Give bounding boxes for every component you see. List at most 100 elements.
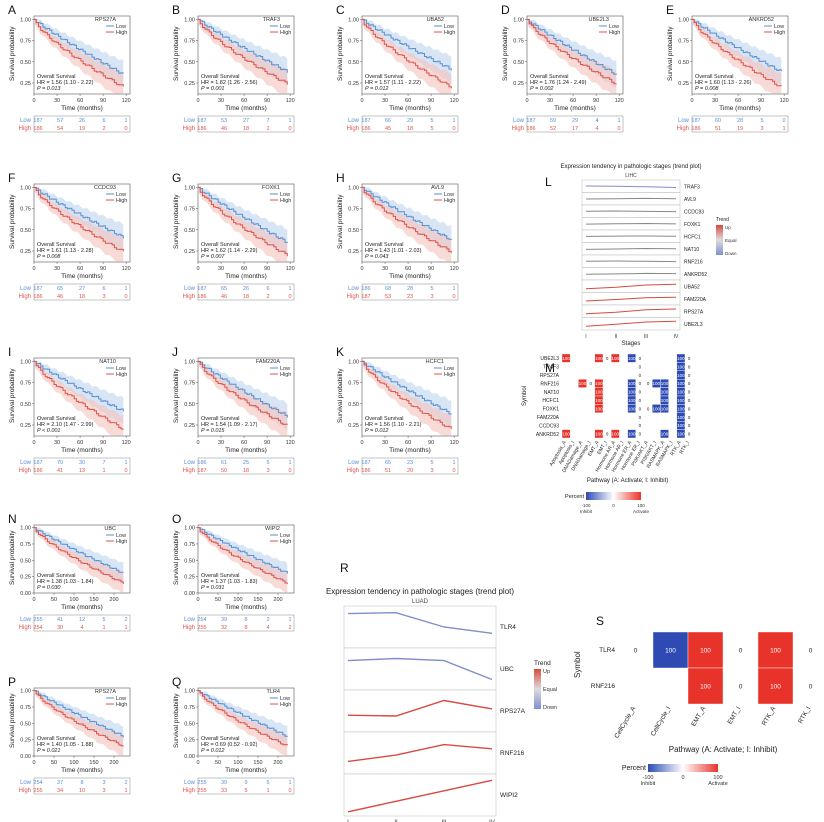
x-tick-label: 90 xyxy=(264,266,270,272)
panel-letter: D xyxy=(501,3,510,17)
x-tick-label: 30 xyxy=(218,98,224,104)
overall-survival-label: Overall Survival xyxy=(37,242,76,248)
risk-high-count: 187 xyxy=(197,468,206,474)
p-value: P = 0.012 xyxy=(365,428,389,434)
percent-legend-bar xyxy=(648,764,718,772)
heatmap-row-label: TRAF3 xyxy=(543,365,559,371)
trend-gene-label: UBA52 xyxy=(684,284,700,290)
heatmap-cell-value: 0 xyxy=(639,423,642,428)
p-value: P = 0.008 xyxy=(695,86,719,92)
km-panel-N: N Survival probability 0.00 0.25 0.50 0.75 1.0… xyxy=(8,512,131,632)
x-tick-label: 90 xyxy=(264,98,270,104)
heatmap-y-label: Symbol xyxy=(522,386,528,406)
heatmap-cell xyxy=(594,429,604,439)
risk-high-count: 255 xyxy=(197,625,206,631)
heatmap-cell-value: 100 xyxy=(661,432,669,437)
risk-high-count: 1 xyxy=(266,126,269,132)
y-tick-label: 1.00 xyxy=(184,689,195,695)
heatmap-cell xyxy=(611,353,620,363)
panel-letter: I xyxy=(8,345,11,359)
trend-legend-title: Trend xyxy=(534,660,551,667)
heatmap-cell-value: 0 xyxy=(809,648,813,655)
risk-high-count: 186 xyxy=(197,126,206,132)
y-tick-label: 0.25 xyxy=(348,249,359,255)
heatmap-cell xyxy=(676,429,686,439)
heatmap-cell xyxy=(627,429,636,439)
x-tick-label: 0 xyxy=(690,98,693,104)
risk-table xyxy=(197,777,295,795)
trend-legend-down: Down xyxy=(543,705,557,711)
x-tick-label: 60 xyxy=(405,266,411,272)
x-tick-label: 0 xyxy=(196,440,199,446)
y-tick-label: 1.00 xyxy=(348,359,359,365)
heatmap-cell-value: 100 xyxy=(579,381,587,386)
trend-legend-equal: Equal xyxy=(543,687,557,693)
risk-high-count: 18 xyxy=(243,294,249,300)
heatmap-col-label: RTK_A xyxy=(761,705,778,727)
km-panel-B: B Survival probability 0.25 0.50 0.75 1.00 0 30… xyxy=(172,3,295,133)
heatmap-cell xyxy=(578,379,587,388)
x-tick-label: 120 xyxy=(450,266,459,272)
risk-high-count: 1 xyxy=(266,788,269,794)
heatmap-row-label: CCDC93 xyxy=(539,423,559,429)
trend-row xyxy=(343,605,497,649)
risk-high-label: High xyxy=(183,294,195,300)
x-tick-label: 100 xyxy=(233,597,242,603)
x-tick-label: 0 xyxy=(525,98,528,104)
trend-legend-equal: Equal xyxy=(725,238,737,243)
risk-high-count: 3 xyxy=(102,294,105,300)
hazard-ratio: HR = 1.56 (1.10 - 2.22) xyxy=(37,80,94,86)
stage-tick: IV xyxy=(674,334,679,340)
trend-legend-up: Up xyxy=(725,225,731,230)
heatmap-cell-value: 100 xyxy=(628,398,636,403)
risk-table xyxy=(197,614,295,632)
x-tick-label: 30 xyxy=(382,266,388,272)
risk-high-count: 0 xyxy=(452,294,455,300)
trend-line-rnf216 xyxy=(585,260,677,263)
gene-title: FAM220A xyxy=(256,359,280,365)
x-tick-label: 30 xyxy=(54,440,60,446)
risk-high-count: 46 xyxy=(221,294,227,300)
heatmap-cell-value: 0 xyxy=(739,684,743,691)
heatmap-cell-value: 0 xyxy=(589,381,592,386)
risk-high-label: High xyxy=(19,126,31,132)
risk-low-count: 29 xyxy=(407,118,413,124)
heatmap-cell-value: 0 xyxy=(688,356,691,361)
y-tick-label: 0.25 xyxy=(20,423,31,429)
risk-high-count: 186 xyxy=(526,126,535,132)
y-tick-label: 0.50 xyxy=(20,402,31,408)
risk-high-count: 0 xyxy=(288,788,291,794)
heatmap-cell-value: 100 xyxy=(562,432,570,437)
high-survival-curve xyxy=(362,360,452,429)
p-value: P = 0.031 xyxy=(201,585,225,591)
heatmap-cell-value: 0 xyxy=(688,381,691,386)
risk-high-count: 4 xyxy=(595,126,598,132)
trend-legend-bar xyxy=(716,225,723,255)
risk-low-count: 8 xyxy=(244,617,247,623)
heatmap-cell xyxy=(757,631,794,669)
risk-high-count: 4 xyxy=(80,625,83,631)
heatmap-cell-value: 0 xyxy=(809,684,813,691)
x-tick-label: 200 xyxy=(273,597,282,603)
risk-high-count: 186 xyxy=(361,468,370,474)
risk-high-count: 20 xyxy=(407,468,413,474)
low-survival-curve xyxy=(362,186,452,240)
risk-low-count: 187 xyxy=(691,118,700,124)
panel-letter: K xyxy=(336,345,344,359)
heatmap-col-label: CellCycle_I xyxy=(650,705,673,737)
high-ci-band xyxy=(34,19,124,94)
risk-low-label: Low xyxy=(678,118,690,124)
heatmap-cell-value: 100 xyxy=(677,406,685,411)
x-tick-label: 60 xyxy=(241,266,247,272)
legend-high-label: High xyxy=(280,539,291,545)
km-panel-C: C Survival probability 0.25 0.50 0.75 1.00 0 30… xyxy=(336,3,459,133)
risk-low-count: 5 xyxy=(430,460,433,466)
overall-survival-label: Overall Survival xyxy=(37,573,76,579)
risk-high-count: 186 xyxy=(33,126,42,132)
x-tick-label: 120 xyxy=(122,440,131,446)
risk-low-count: 5 xyxy=(102,617,105,623)
x-tick-label: 0 xyxy=(32,98,35,104)
x-tick-label: 0 xyxy=(360,98,363,104)
percent-legend-mid: 0 xyxy=(612,503,615,508)
legend-high-label: High xyxy=(280,702,291,708)
